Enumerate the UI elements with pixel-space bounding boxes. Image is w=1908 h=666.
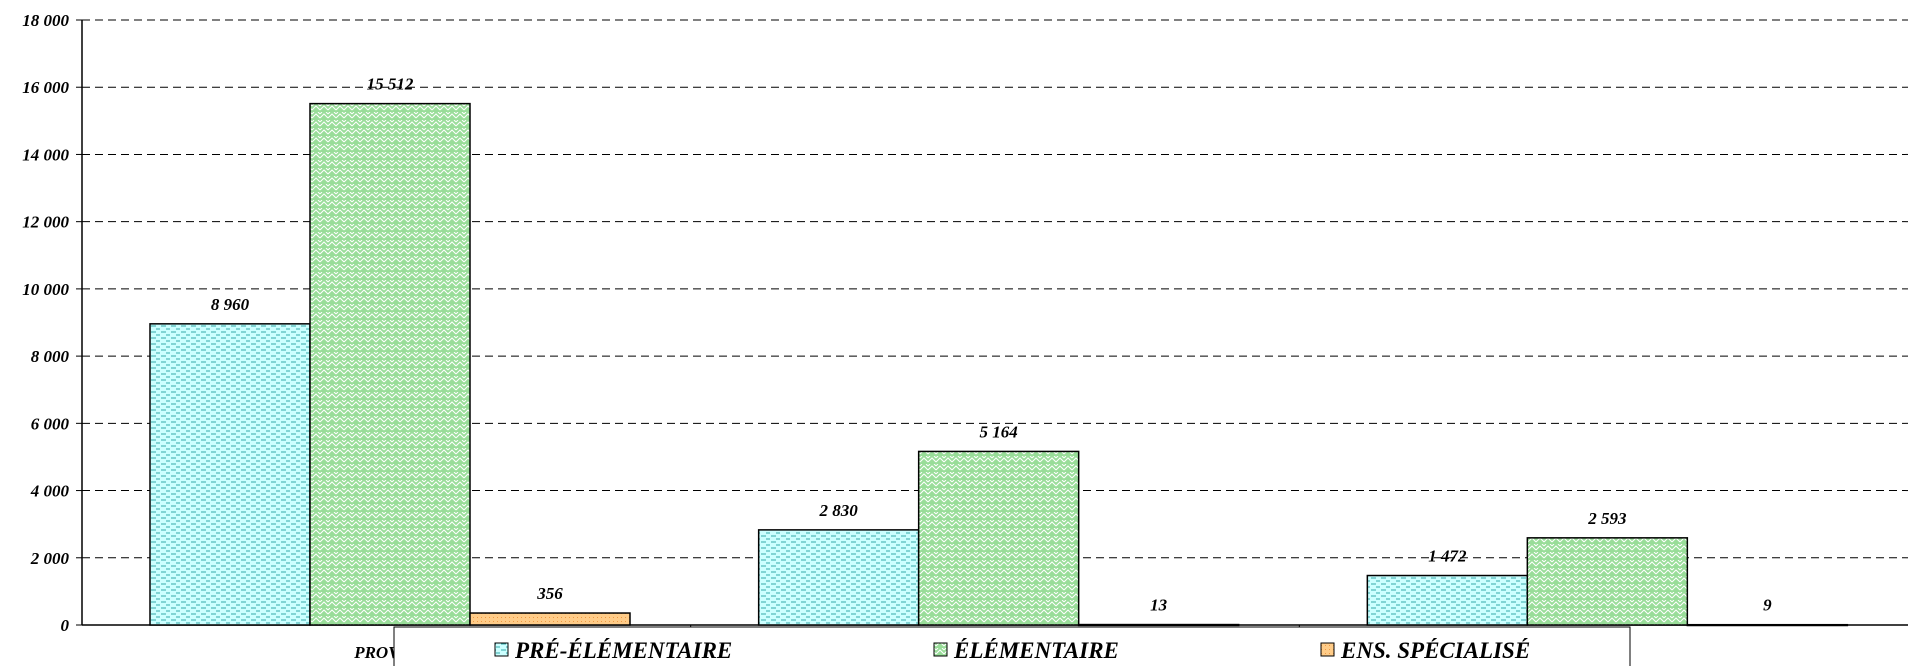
data-label: 13 — [1150, 596, 1168, 615]
data-label: 15 512 — [367, 75, 414, 94]
legend-label: PRÉ-ÉLÉMENTAIRE — [514, 638, 732, 663]
y-tick-label: 8 000 — [31, 347, 70, 366]
legend-label: ENS. SPÉCIALISÉ — [1340, 638, 1530, 663]
data-label: 8 960 — [211, 295, 250, 314]
data-labels: 8 960 15 512 356 2 830 5 164 13 1 472 2 593 9 — [211, 75, 1772, 615]
bar-pr-l-mentaire-3 — [1366, 574, 1529, 626]
bar--l-mentaire-3 — [1526, 537, 1689, 626]
legend-box — [393, 626, 1631, 666]
legend-swatch — [1320, 642, 1335, 657]
bars — [149, 102, 1849, 627]
bar-ens-sp-cialis--2 — [1077, 623, 1240, 627]
data-label: 2 830 — [819, 501, 859, 520]
y-tick-label: 6 000 — [31, 414, 70, 433]
y-tick-label: 4 000 — [30, 482, 70, 501]
y-tick-label: 14 000 — [22, 145, 69, 164]
bar--l-mentaire-2 — [917, 450, 1080, 626]
y-tick-label: 18 000 — [22, 11, 69, 30]
legend-swatch — [933, 642, 948, 657]
y-tick-label: 0 — [61, 616, 70, 635]
data-label: 1 472 — [1428, 547, 1467, 566]
data-label: 9 — [1763, 596, 1772, 615]
legend: PRÉ-ÉLÉMENTAIRE ÉLÉMENTAIRE ENS. SPÉCIALIS… — [393, 626, 1631, 666]
legend-swatch — [494, 642, 509, 657]
y-tick-label: 10 000 — [22, 280, 69, 299]
legend-label: ÉLÉMENTAIRE — [953, 638, 1119, 663]
y-tick-label: 2 000 — [30, 549, 70, 568]
data-label: 356 — [536, 584, 563, 603]
y-tick-label: 12 000 — [22, 213, 69, 232]
bar-ens-sp-cialis--3 — [1686, 623, 1849, 627]
y-tick-label: 16 000 — [22, 78, 69, 97]
bar-pr-l-mentaire-2 — [757, 529, 920, 626]
bar--l-mentaire-1 — [309, 102, 471, 626]
data-label: 5 164 — [980, 422, 1018, 441]
bar-pr-l-mentaire-1 — [149, 323, 311, 626]
data-label: 2 593 — [1587, 509, 1627, 528]
axes: 0 2 000 4 000 6 000 8 000 10 000 12 000 14 000 1… — [22, 11, 1908, 635]
bar-ens-sp-cialis--1 — [469, 612, 631, 626]
